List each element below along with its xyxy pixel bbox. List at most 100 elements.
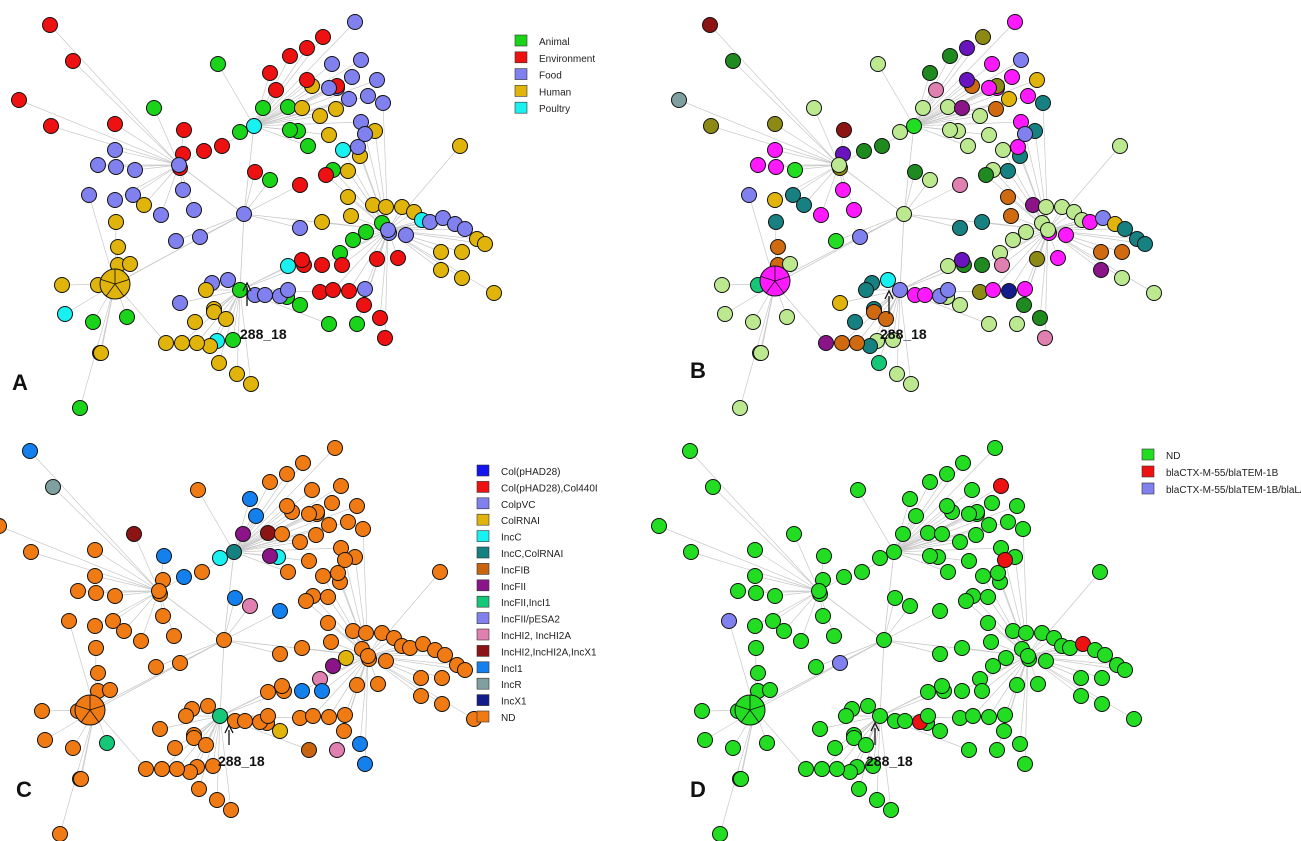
isolate-node: [1003, 208, 1019, 224]
tree-edge: [114, 164, 180, 201]
isolate-node: [186, 202, 202, 218]
isolate-node: [357, 281, 373, 297]
isolate-node: [694, 703, 710, 719]
tree-edge: [913, 125, 969, 147]
isolate-node: [321, 127, 337, 143]
isolate-node: [107, 192, 123, 208]
isolate-node: [955, 455, 971, 471]
tree-edge: [876, 715, 881, 801]
tree-edge: [233, 505, 288, 553]
isolate-node: [747, 618, 763, 634]
isolate-node: [457, 221, 473, 237]
tree-edge: [883, 639, 941, 655]
isolate-node: [903, 376, 919, 392]
isolate-node: [325, 282, 341, 298]
tree-edge: [89, 639, 225, 711]
hub-node: [232, 282, 248, 298]
isolate-node: [116, 623, 132, 639]
isolate-node: [340, 163, 356, 179]
isolate-node: [849, 335, 865, 351]
tree-edge: [793, 533, 820, 592]
isolate-node: [323, 634, 339, 650]
isolate-node: [887, 590, 903, 606]
isolate-node: [315, 29, 331, 45]
composite-node-divider: [765, 280, 776, 294]
hub-node: [896, 206, 912, 222]
isolate-node: [981, 316, 997, 332]
legend-label: IncHI2, IncHI2A: [501, 631, 571, 642]
isolate-node: [984, 56, 1000, 72]
tree-edge: [774, 123, 840, 166]
isolate-node: [136, 197, 152, 213]
tree-edge: [239, 289, 252, 385]
tree-edge: [972, 655, 1029, 717]
tree-edge: [115, 164, 180, 168]
legend-swatch: [476, 710, 490, 723]
tree-edge: [367, 655, 422, 697]
isolate-node: [345, 623, 361, 639]
tree-edge: [879, 715, 892, 811]
isolate-node: [954, 100, 970, 116]
tree-edge: [253, 72, 271, 127]
isolate-node: [854, 564, 870, 580]
isolate-node: [1000, 163, 1016, 179]
isolate-node: [793, 633, 809, 649]
hub-node: [216, 632, 232, 648]
isolate-node: [874, 138, 890, 154]
tree-edge: [1047, 145, 1121, 231]
isolate-node: [22, 443, 38, 459]
legend-swatch: [476, 628, 490, 641]
isolate-node: [994, 257, 1010, 273]
tree-edge: [1027, 655, 1082, 697]
isolate-node: [433, 244, 449, 260]
isolate-node: [826, 628, 842, 644]
panel-c-arrowhead: [224, 723, 234, 734]
isolate-node: [81, 187, 97, 203]
isolate-node: [816, 548, 832, 564]
hub-node: [1040, 222, 1056, 238]
isolate-node: [122, 256, 138, 272]
tree-edge: [253, 63, 333, 127]
legend-swatch: [514, 85, 528, 97]
legend-label: IncHI2,IncHI2A,IncX1: [501, 647, 597, 658]
isolate-node: [981, 709, 997, 725]
tree-edge: [158, 590, 225, 641]
isolate-node: [981, 80, 997, 96]
isolate-node: [119, 309, 135, 325]
isolate-node: [169, 761, 185, 777]
tree-edge: [178, 164, 245, 215]
isolate-node: [301, 553, 317, 569]
isolate-node: [229, 366, 245, 382]
isolate-node: [1038, 199, 1054, 215]
tree-edge: [992, 229, 1049, 291]
isolate-node: [732, 400, 748, 416]
isolate-node: [917, 287, 933, 303]
composite-node-divider: [735, 704, 751, 711]
isolate-node: [108, 214, 124, 230]
isolate-node: [985, 658, 1001, 674]
tree-edge: [233, 551, 289, 573]
isolate-node: [651, 518, 667, 534]
isolate-node: [282, 122, 298, 138]
isolate-node: [960, 138, 976, 154]
isolate-node: [787, 162, 803, 178]
isolate-node: [767, 116, 783, 132]
isolate-node: [869, 792, 885, 808]
isolate-node: [1025, 197, 1041, 213]
tree-edge: [754, 590, 820, 627]
isolate-node: [88, 585, 104, 601]
isolate-node: [314, 257, 330, 273]
isolate-node: [813, 207, 829, 223]
hub-node: [246, 118, 262, 134]
isolate-node: [324, 495, 340, 511]
isolate-node: [357, 756, 373, 772]
isolate-node: [341, 91, 357, 107]
isolate-node: [308, 527, 324, 543]
isolate-node: [344, 69, 360, 85]
isolate-node: [360, 88, 376, 104]
isolate-node: [335, 142, 351, 158]
isolate-node: [768, 214, 784, 230]
isolate-node: [338, 650, 354, 666]
isolate-node: [851, 781, 867, 797]
isolate-node: [972, 108, 988, 124]
